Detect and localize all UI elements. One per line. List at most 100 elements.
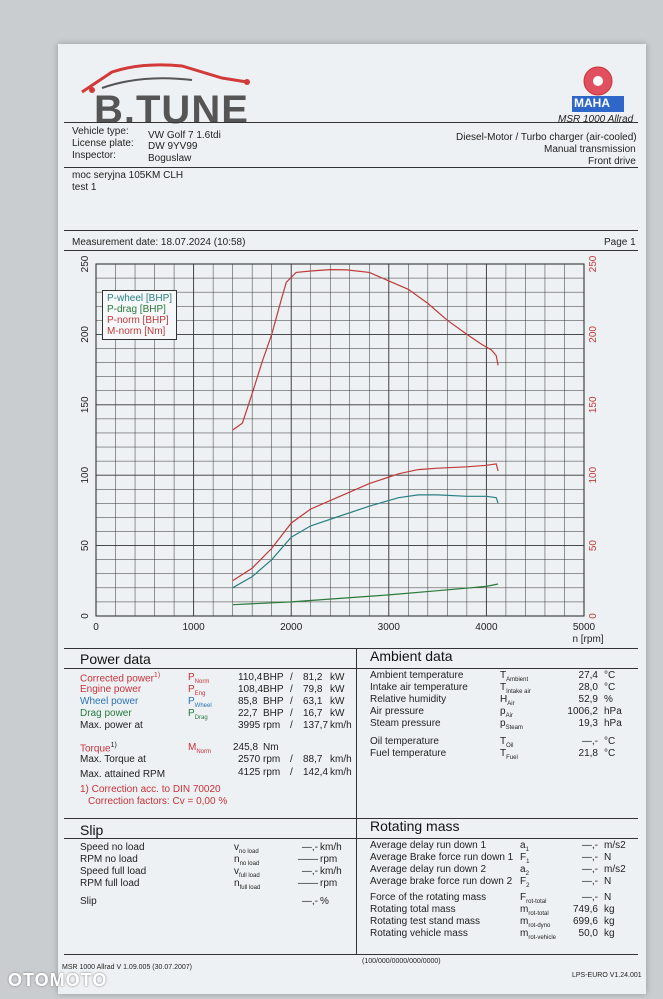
power-row-value2: 79,8	[303, 684, 323, 695]
x-tick-label: 0	[93, 622, 99, 633]
symbol: a1	[520, 840, 529, 853]
sep: /	[290, 672, 293, 683]
x-tick-label: 4000	[475, 622, 498, 633]
power-row-unit2: kW	[330, 708, 345, 719]
power-row-label: Corrected power1)	[80, 672, 161, 685]
torque-value: 245,8	[233, 742, 259, 753]
torque-at-speed: 88,7	[303, 754, 323, 765]
torque-unit: Nm	[263, 742, 279, 753]
ambient-row-label: Steam pressure	[370, 718, 441, 729]
series-line-3	[232, 268, 499, 431]
y-tick-label-right: 200	[588, 326, 599, 343]
rotating-mass-title: Rotating mass	[370, 818, 460, 834]
divider	[64, 954, 638, 955]
ambient-row-value: 1006,2	[567, 706, 598, 717]
power-row-label: Wheel power	[80, 696, 139, 707]
slip-row-label: Slip	[80, 896, 97, 907]
ambient-row-unit: hPa	[604, 706, 622, 717]
correction-note: 1) Correction acc. to DIN 70020	[80, 784, 221, 795]
y-tick-label-right: 0	[588, 613, 599, 619]
slip-title: Slip	[80, 822, 104, 838]
symbol: HAir	[500, 694, 515, 707]
divider	[64, 668, 638, 669]
x-axis-label: n [rpm]	[572, 634, 603, 645]
divider	[356, 648, 357, 818]
sep: /	[290, 684, 293, 695]
ambient-data-title: Ambient data	[370, 648, 453, 664]
power-row-unit: BHP	[263, 684, 284, 695]
symbol: TOil	[500, 736, 514, 749]
rotating-row-value: 699,6	[572, 916, 598, 927]
power-row-unit: BHP	[263, 696, 284, 707]
slip-row-label: RPM no load	[80, 854, 138, 865]
inspector-value: Boguslaw	[148, 153, 192, 164]
footer-software: LPS-EURO V1.24.001	[572, 972, 642, 979]
power-row-unit: BHP	[263, 672, 284, 683]
rotating-row-label: Average brake force run down 2	[370, 876, 513, 887]
rotating-row-unit: kg	[604, 904, 615, 915]
slip-row-value: ——	[298, 854, 318, 865]
torque-at-label: Max. Torque at	[80, 754, 146, 765]
ambient-row-unit: °C	[604, 748, 616, 759]
plot-frame	[95, 263, 585, 617]
torque-at-rpm: 2570	[238, 754, 261, 765]
rotating-row-label: Average delay run down 2	[370, 864, 487, 875]
slip-row-unit: rpm	[320, 854, 338, 865]
btune-logo: B.TUNE	[94, 88, 249, 132]
power-row-value: 85,8	[238, 696, 258, 707]
power-row-unit2: kW	[330, 696, 345, 707]
symbol: PEng	[188, 684, 206, 697]
power-data-title: Power data	[80, 651, 151, 667]
vehicle-type-label: Vehicle type:	[72, 126, 129, 137]
divider	[64, 648, 638, 649]
correction-factors: Correction factors: Cv = 0,00 %	[88, 796, 228, 807]
rotating-row-label: Average Brake force run down 1	[370, 852, 514, 863]
power-row-unit2: kW	[330, 672, 345, 683]
ambient-row-value: —,-	[581, 736, 598, 747]
power-row-value: 110,4	[238, 672, 263, 683]
rotating-row-value: —,-	[581, 864, 598, 875]
rotating-row-value: 50,0	[578, 928, 598, 939]
x-tick-label: 3000	[378, 622, 401, 633]
legend-series-1: P-drag [BHP]	[107, 304, 166, 315]
rotating-row-value: —,-	[581, 840, 598, 851]
y-tick-label-right: 100	[588, 466, 599, 483]
symbol: PNorm	[188, 672, 210, 685]
slip-row-value: —,-	[301, 866, 318, 877]
engine-type: Diesel-Motor / Turbo charger (air-cooled…	[456, 132, 637, 143]
power-row-label: Engine power	[80, 684, 142, 695]
symbol: a2	[520, 864, 529, 877]
y-tick-label-left: 250	[80, 255, 91, 272]
divider	[64, 250, 638, 251]
legend-series-2: P-norm [BHP]	[107, 315, 169, 326]
vehicle-type-value: VW Golf 7 1.6tdi	[148, 130, 221, 141]
y-tick-label-right: 250	[588, 255, 599, 272]
y-tick-label-left: 150	[80, 396, 91, 413]
symbol: pAir	[500, 706, 513, 719]
divider	[64, 838, 638, 839]
page-number: Page 1	[604, 237, 636, 248]
symbol: TAmbient	[500, 670, 529, 683]
ambient-row-unit: %	[604, 694, 613, 705]
series-line-0	[232, 494, 499, 589]
slip-row-label: Speed no load	[80, 842, 145, 853]
power-row-value: 108,4	[238, 684, 264, 695]
max-rpm-value: 4125	[238, 767, 261, 778]
max-speed-unit: km/h	[330, 767, 352, 778]
footer-code: (100/000/0000/000/0000)	[362, 958, 441, 965]
power-row-label: Max. power at	[80, 720, 143, 731]
otomoto-watermark: OTOMOTO	[8, 970, 108, 990]
divider	[64, 167, 638, 168]
max-rpm-unit: rpm	[263, 767, 281, 778]
y-tick-label-right: 50	[588, 540, 599, 552]
ambient-row-value: 19,3	[578, 718, 598, 729]
divider	[356, 818, 357, 954]
y-tick-label-left: 50	[80, 540, 91, 552]
maha-logo-icon	[572, 66, 624, 112]
dyno-report-sheet: B.TUNE MAHA MSR 1000 Allrad Vehicle type…	[58, 44, 646, 994]
transmission: Manual transmission	[544, 144, 636, 155]
rotating-row-value: 749,6	[572, 904, 598, 915]
power-row-value2: 81,2	[303, 672, 323, 683]
rotating-row-unit: kg	[604, 916, 615, 927]
maha-logo-text: MAHA	[574, 96, 610, 110]
